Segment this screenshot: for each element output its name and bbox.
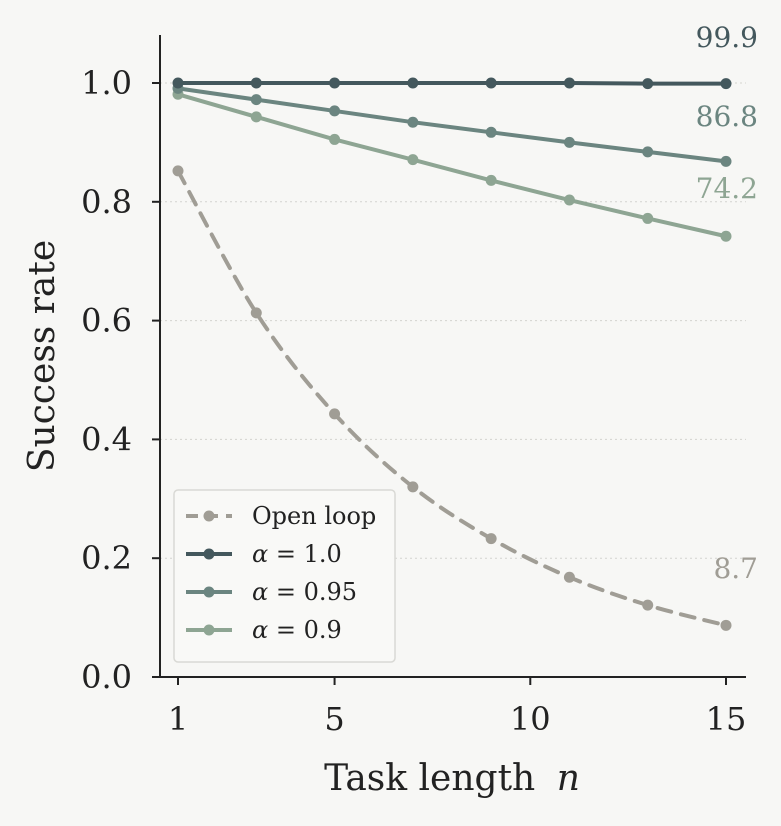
- legend-alpha-value: = 1.0: [268, 540, 342, 568]
- x-tick-label-2: 10: [510, 700, 551, 738]
- series-2: [172, 82, 732, 167]
- series-1-point-4: [485, 77, 497, 89]
- y-tick-label-5: 1.0: [81, 64, 132, 102]
- legend-marker-1: [203, 548, 215, 560]
- series-1-point-7: [720, 78, 732, 90]
- series-3-point-3: [407, 154, 419, 166]
- series-2-point-2: [329, 105, 341, 117]
- legend-box: [173, 489, 396, 663]
- series-0-point-4: [485, 533, 497, 545]
- series-line-3: [176, 92, 728, 239]
- series-3-point-2: [329, 133, 341, 145]
- x-axis-title-main: Task length: [324, 758, 535, 799]
- series-3-point-1: [250, 111, 262, 123]
- end-label-1: 99.9: [696, 21, 758, 54]
- series-3-point-5: [563, 194, 575, 206]
- y-tick-label-1: 0.2: [81, 539, 132, 577]
- series-line-2: [176, 86, 728, 164]
- y-tick-label-4: 0.8: [81, 183, 132, 221]
- y-tick-label-0: 0.0: [81, 658, 132, 696]
- legend-marker-0: [203, 510, 215, 522]
- series-3-point-6: [642, 212, 654, 224]
- series-1-point-6: [642, 78, 654, 90]
- series-0-point-2: [329, 408, 341, 420]
- legend-marker-2: [203, 586, 215, 598]
- series-3: [172, 88, 732, 242]
- series-1-point-3: [407, 77, 419, 89]
- end-label-3: 74.2: [696, 172, 758, 205]
- series-1-point-2: [329, 77, 341, 89]
- legend-marker-3: [203, 624, 215, 636]
- x-tick-label-1: 5: [324, 700, 344, 738]
- y-tick-label-2: 0.4: [81, 420, 132, 458]
- end-labels: 8.7 99.9 86.8 74.2: [696, 21, 758, 585]
- series-2-point-7: [720, 155, 732, 167]
- x-axis-title-var: n: [557, 758, 580, 799]
- end-label-2: 86.8: [696, 100, 758, 133]
- y-tick-label-3: 0.6: [81, 302, 132, 340]
- series-0-point-1: [250, 307, 262, 319]
- legend-label-0: Open loop: [252, 502, 376, 530]
- series-2-point-4: [485, 126, 497, 138]
- series-layer: [172, 77, 732, 631]
- legend-label-1: α = 1.0: [252, 540, 342, 568]
- series-0-point-3: [407, 481, 419, 493]
- x-axis-title: Task length n: [324, 758, 580, 799]
- series-2-point-3: [407, 116, 419, 128]
- axes: [159, 35, 746, 678]
- series-0-point-0: [172, 165, 184, 177]
- end-label-0: 8.7: [713, 552, 758, 585]
- series-3-point-7: [720, 230, 732, 242]
- series-line-1: [176, 81, 728, 86]
- x-tick-label-3: 15: [706, 700, 747, 738]
- series-2-point-6: [642, 146, 654, 158]
- series-0: [172, 165, 732, 631]
- series-1: [172, 77, 732, 90]
- legend-alpha-value: = 0.9: [268, 616, 342, 644]
- series-3-point-4: [485, 174, 497, 186]
- series-1-point-0: [172, 77, 184, 89]
- series-0-point-7: [720, 619, 732, 631]
- legend-alpha-value: = 0.95: [268, 578, 357, 606]
- series-2-point-5: [563, 136, 575, 148]
- series-0-point-6: [642, 599, 654, 611]
- series-1-point-5: [563, 77, 575, 89]
- legend-alpha-symbol: α: [252, 540, 268, 568]
- x-tick-label-0: 1: [168, 700, 188, 738]
- legend-label-3: α = 0.9: [252, 616, 342, 644]
- series-2-point-1: [250, 94, 262, 106]
- y-axis-title: Success rate: [22, 240, 63, 472]
- legend-alpha-symbol: α: [252, 578, 268, 606]
- legend-alpha-symbol: α: [252, 616, 268, 644]
- legend-label-2: α = 0.95: [252, 578, 357, 606]
- series-0-point-5: [563, 571, 575, 583]
- ticks: 0.00.20.40.60.81.01 5 10 15: [81, 64, 746, 738]
- series-1-point-1: [250, 77, 262, 89]
- series-line-0: [176, 168, 728, 628]
